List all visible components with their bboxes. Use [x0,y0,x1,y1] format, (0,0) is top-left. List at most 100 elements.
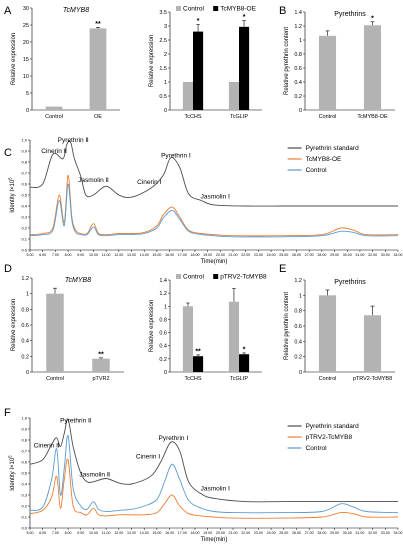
y-tick-label: 0 [164,370,167,376]
x-tick-label: 34.00 [394,253,403,257]
y-tick-label: 0.6 [21,323,29,329]
x-tick-label: 31.00 [355,531,364,535]
x-tick-label: 29.00 [330,531,339,535]
y-tick-label: 0.8 [21,438,27,443]
bar [228,301,239,372]
y-axis-label: Relative expression [11,299,17,351]
x-tick-label: 24.00 [267,531,276,535]
x-tick-label: 7.00 [52,531,59,535]
y-axis-label: Relative pyrethrin content [284,27,290,95]
y-tick-label: 2 [164,52,167,58]
x-tick-label: 34.00 [394,531,403,535]
chart-title: Pyrethrins [334,279,366,286]
y-tick-label: 15 [23,57,29,63]
y-tick-label: 3 [164,24,167,30]
legend-entry: Control [183,6,205,13]
y-tick-label: 25 [23,23,29,29]
y-tick-label: 0.4 [294,80,302,86]
x-tick-label: 30.00 [343,253,352,257]
legend-entry: Control [306,445,328,452]
x-tick-label: 20.00 [216,531,225,535]
y-tick-label: 0.0 [21,526,27,531]
x-tick-label: 21.00 [229,531,238,535]
x-tick-label: 18.00 [190,531,199,535]
x-tick-label: 15.00 [152,253,161,257]
y-tick-label: 1.4 [159,278,167,284]
y-tick-label: 1.0 [21,138,27,143]
chart-a2: 0 0.5 1 1.5 2 2.5 3 3.5 Relative expression Contr… [149,6,262,120]
significance-mark: ** [98,351,104,358]
y-tick-label: 0.8 [21,160,27,165]
x-tick-label: 17.00 [178,531,187,535]
panel-letter-d: D [4,263,12,275]
y-tick-label: 0.2 [21,504,27,509]
peak-annotation: Pyrethrin Ⅰ [161,153,191,160]
significance-mark: ** [195,348,201,355]
x-tick-label: Control [46,376,64,382]
y-tick-label: 2.5 [159,38,167,44]
chart-e1: 0 0.2 0.4 0.6 0.8 1 1.2 Relative pyrethrin cont… [284,278,395,382]
peak-annotation: Jasmolin Ⅰ [201,486,230,493]
y-tick-label: 0.3 [21,215,27,220]
y-tick-label: 0.6 [21,460,27,465]
bar [45,106,63,110]
x-tick-label: 33.00 [381,531,390,535]
significance-mark: * [371,15,374,22]
x-tick-label: 28.00 [317,531,326,535]
peak-annotation: Cinerin Ⅱ [34,443,60,450]
x-tick-label: 33.00 [381,253,390,257]
y-tick-label: 0.4 [294,339,302,345]
y-tick-label: 1 [164,80,167,86]
bar [318,35,337,110]
x-tick-label: TcCHS [184,114,201,120]
x-tick-label: 28.00 [317,253,326,257]
x-tick-label: 17.00 [178,253,187,257]
x-tick-label: 10.00 [89,531,98,535]
y-axis-label: Relative pyrethrin content [284,292,290,360]
panel-letter-c: C [4,147,12,159]
y-tick-label: 1.2 [21,276,29,282]
x-tick-label: 23.00 [254,253,263,257]
x-tick-label: 24.00 [267,253,276,257]
x-tick-label: TcMYB8-OE [357,114,388,120]
y-tick-label: 1 [164,304,167,310]
x-tick-label: pTRV2-TcMYB8 [353,376,392,382]
x-tick-label: 30.00 [343,531,352,535]
bar [182,82,193,110]
y-tick-label: 0.0 [21,248,27,253]
series-line-1 [29,174,399,237]
y-tick-label: 0.1 [21,515,27,520]
y-tick-label: 0.4 [159,344,167,350]
x-tick-label: 14.00 [140,253,149,257]
series-line-2 [29,183,399,238]
peak-annotation: Cinerin Ⅰ [136,454,160,461]
panel-letter-a: A [4,5,12,17]
legend-entry: Pyrethrin standard [306,145,359,152]
y-tick-label: 0.6 [159,331,167,337]
series-line-1 [29,458,399,519]
x-tick-label: 27.00 [305,531,314,535]
legend-entry: pTRV2-TcMYB8 [220,274,267,281]
y-tick-label: 0.5 [21,193,27,198]
y-axis-label-exponent: 5 [8,177,13,180]
significance-mark: * [243,346,246,353]
y-tick-label: 0.2 [21,226,27,231]
y-tick-label: 0.6 [294,66,302,72]
x-tick-label: 25.00 [279,253,288,257]
x-tick-label: 23.00 [254,531,263,535]
y-axis-label: Relative expression [149,35,155,87]
peak-annotation: Jasmolin Ⅱ [78,177,109,184]
series-line-0 [29,140,398,207]
x-tick-label: 11.00 [102,531,111,535]
chart-d1: 0 0.2 0.4 0.6 0.8 1 1.2 Relative expression TcMY… [11,276,124,382]
y-tick-label: 0.2 [294,94,302,100]
x-tick-label: 22.00 [241,531,250,535]
y-tick-label: 0.7 [21,449,27,454]
x-tick-label: 5.00 [27,531,34,535]
x-tick-label: 5.00 [27,253,34,257]
y-axis-label: Relative expression [11,33,17,85]
peak-annotation: Pyrethrin Ⅰ [159,435,189,442]
x-tick-label: 19.00 [203,531,212,535]
x-axis-label: Time(min) [201,259,228,265]
